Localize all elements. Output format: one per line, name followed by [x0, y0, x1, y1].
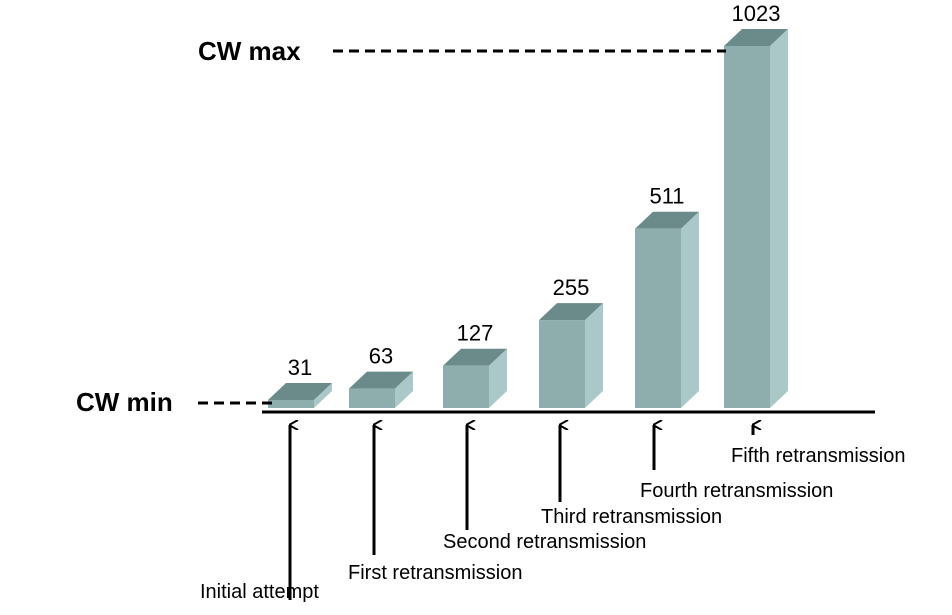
category-label-2: Second retransmission: [443, 531, 646, 553]
bar-side-3: [585, 303, 603, 408]
bar-top-2: [443, 348, 507, 366]
bar-top-0: [268, 383, 332, 400]
bar-4: [635, 228, 681, 408]
bar-side-1: [395, 371, 413, 408]
data-label-0: 31: [288, 355, 312, 380]
data-label-1: 63: [369, 344, 393, 369]
bar-5: [724, 46, 770, 408]
bar-side-2: [489, 348, 507, 408]
category-label-5: Fifth retransmission: [731, 445, 906, 467]
bar-top-4: [635, 211, 699, 229]
bar-side-0: [314, 383, 332, 408]
data-label-3: 255: [553, 275, 590, 300]
cw-min-label: CW min: [76, 387, 173, 417]
bar-2: [443, 365, 489, 408]
cw-max-label: CW max: [198, 36, 301, 66]
bar-0: [268, 400, 314, 408]
data-label-5: 1023: [732, 1, 781, 26]
bar-side-4: [681, 211, 699, 408]
bar-1: [349, 388, 395, 408]
category-label-1: First retransmission: [348, 562, 522, 584]
bar-top-1: [349, 371, 413, 389]
data-label-2: 127: [457, 321, 494, 346]
bar-side-5: [770, 29, 788, 408]
data-label-4: 511: [649, 184, 684, 209]
bar-3: [539, 320, 585, 408]
category-label-4: Fourth retransmission: [640, 480, 833, 502]
category-label-3: Third retransmission: [541, 506, 722, 528]
category-label-0: Initial attempt: [200, 581, 319, 603]
bar-top-5: [724, 29, 788, 46]
bar-top-3: [539, 303, 603, 321]
